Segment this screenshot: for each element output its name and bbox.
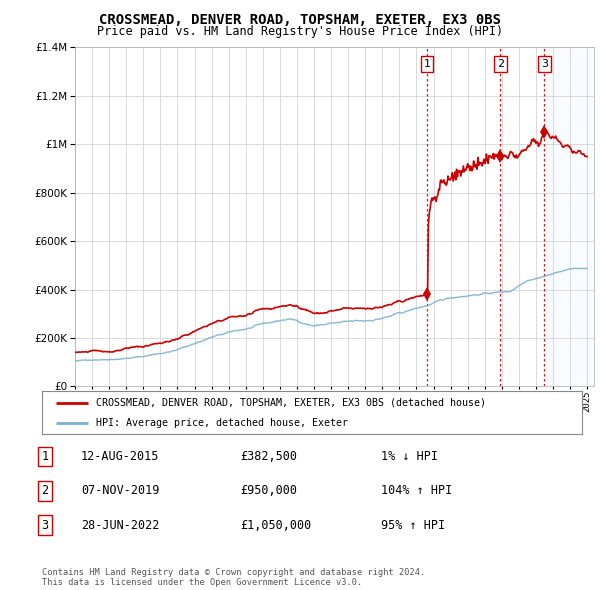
Text: 12-AUG-2015: 12-AUG-2015 bbox=[81, 450, 160, 463]
Text: 95% ↑ HPI: 95% ↑ HPI bbox=[381, 519, 445, 532]
Text: HPI: Average price, detached house, Exeter: HPI: Average price, detached house, Exet… bbox=[96, 418, 348, 428]
Text: CROSSMEAD, DENVER ROAD, TOPSHAM, EXETER, EX3 0BS: CROSSMEAD, DENVER ROAD, TOPSHAM, EXETER,… bbox=[99, 13, 501, 27]
Text: 1: 1 bbox=[424, 59, 431, 69]
Text: £1,050,000: £1,050,000 bbox=[240, 519, 311, 532]
Text: £950,000: £950,000 bbox=[240, 484, 297, 497]
Text: 1% ↓ HPI: 1% ↓ HPI bbox=[381, 450, 438, 463]
Text: 2: 2 bbox=[497, 59, 504, 69]
Text: 1: 1 bbox=[41, 450, 49, 463]
Bar bbox=[544, 47, 592, 386]
Text: Price paid vs. HM Land Registry's House Price Index (HPI): Price paid vs. HM Land Registry's House … bbox=[97, 25, 503, 38]
Text: 07-NOV-2019: 07-NOV-2019 bbox=[81, 484, 160, 497]
Text: CROSSMEAD, DENVER ROAD, TOPSHAM, EXETER, EX3 0BS (detached house): CROSSMEAD, DENVER ROAD, TOPSHAM, EXETER,… bbox=[96, 398, 486, 408]
Text: Contains HM Land Registry data © Crown copyright and database right 2024.
This d: Contains HM Land Registry data © Crown c… bbox=[42, 568, 425, 587]
Text: 3: 3 bbox=[541, 59, 548, 69]
Text: 28-JUN-2022: 28-JUN-2022 bbox=[81, 519, 160, 532]
Text: 2: 2 bbox=[41, 484, 49, 497]
Text: £382,500: £382,500 bbox=[240, 450, 297, 463]
Text: 104% ↑ HPI: 104% ↑ HPI bbox=[381, 484, 452, 497]
Text: 3: 3 bbox=[41, 519, 49, 532]
